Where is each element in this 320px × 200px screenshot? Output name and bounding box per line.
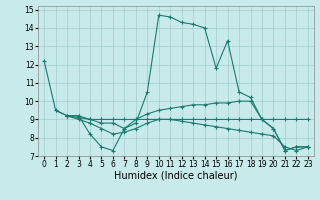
- X-axis label: Humidex (Indice chaleur): Humidex (Indice chaleur): [114, 171, 238, 181]
